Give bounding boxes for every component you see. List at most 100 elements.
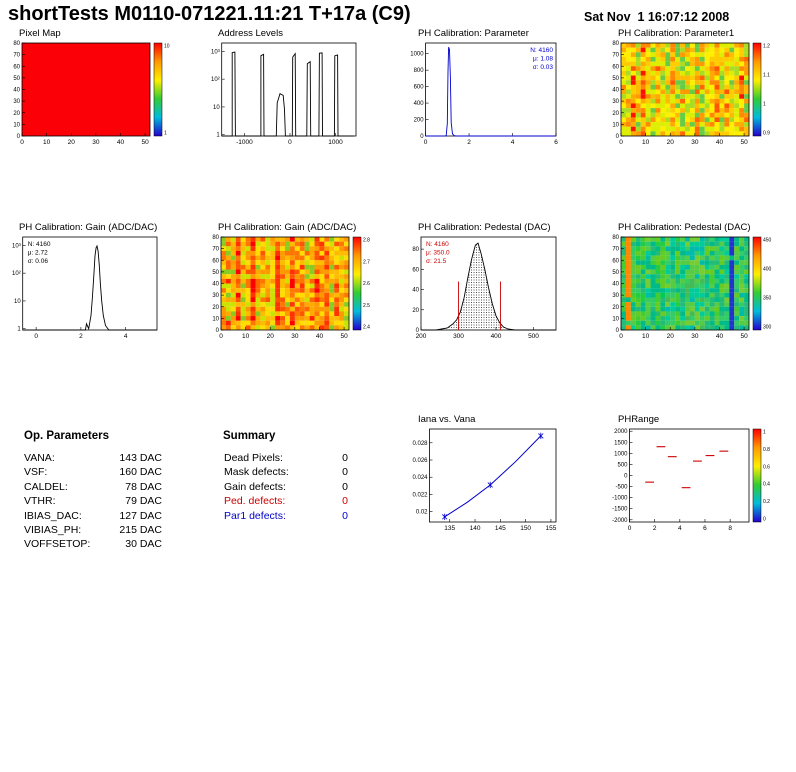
pad-op-parameters: Op. Parameters VANA: 143 DAC VSF: 160 DAC CA…: [4, 424, 200, 552]
pixel-map-chart: 0 10 20 30 40 50 0 10 20 30 40 50 60 70 80 10 1: [13, 41, 170, 146]
pad-gain-hist: PH Calibration: Gain (ADC/DAC) 0 2 4 1 10 10²…: [4, 222, 200, 340]
svg-text:2: 2: [79, 333, 83, 340]
svg-text:40: 40: [316, 333, 324, 340]
svg-text:20: 20: [68, 139, 76, 146]
param-value: 160 DAC: [119, 466, 162, 479]
svg-text:200: 200: [416, 333, 427, 340]
svg-text:-1500: -1500: [612, 507, 628, 513]
svg-text:10: 10: [242, 333, 250, 340]
svg-text:2: 2: [467, 139, 471, 146]
param-value: 215 DAC: [119, 524, 162, 537]
svg-text:140: 140: [470, 525, 481, 532]
pedestal-hist-chart: 200 300 400 500 0 20 40 60 80 N: 4160 μ: 350.0σ: 2…: [412, 236, 557, 340]
svg-text:500: 500: [528, 333, 539, 340]
param-label: Gain defects:: [224, 480, 286, 493]
svg-text:6: 6: [703, 525, 707, 532]
svg-text:-500: -500: [615, 485, 628, 491]
svg-text:60: 60: [612, 258, 619, 264]
svg-text:30: 30: [691, 139, 699, 146]
svg-text:135: 135: [444, 525, 455, 532]
svg-text:N: 4160: N: 4160: [426, 241, 449, 248]
svg-text:50: 50: [141, 139, 149, 146]
svg-text:20: 20: [612, 305, 619, 311]
svg-text:0: 0: [34, 333, 38, 340]
pad-ph-parameter1-map: PH Calibration: Parameter1 0 10 20 30 40 50 0 1…: [603, 28, 796, 146]
svg-text:30: 30: [92, 139, 100, 146]
svg-text:400: 400: [763, 267, 772, 273]
svg-text:2.7: 2.7: [363, 259, 370, 265]
param-value: 0: [342, 509, 348, 522]
address-levels-chart: -1000 0 1000 1 10 10² 10³: [211, 42, 357, 146]
svg-text:300: 300: [763, 325, 772, 331]
svg-text:0: 0: [616, 328, 620, 334]
svg-text:20: 20: [212, 305, 219, 311]
svg-text:-1000: -1000: [612, 496, 628, 502]
svg-text:0: 0: [624, 474, 628, 480]
param-label: Par1 defects:: [224, 509, 286, 522]
svg-text:1500: 1500: [614, 440, 628, 446]
svg-text:40: 40: [13, 88, 20, 94]
param-row: Dead Pixels: 0: [224, 451, 348, 465]
svg-text:10: 10: [212, 316, 219, 322]
svg-text:60: 60: [212, 258, 219, 264]
summary-title: Summary: [223, 430, 276, 442]
op-parameters-title: Op. Parameters: [24, 430, 110, 442]
param-row: VTHR: 79 DAC: [24, 494, 162, 508]
svg-text:800: 800: [414, 68, 425, 74]
svg-text:30: 30: [612, 293, 619, 299]
svg-text:20: 20: [13, 111, 20, 117]
svg-text:20: 20: [667, 333, 675, 340]
svg-text:30: 30: [291, 333, 299, 340]
svg-text:0: 0: [424, 139, 428, 146]
param-label: VSF:: [24, 466, 48, 479]
pad-gain-map: PH Calibration: Gain (ADC/DAC) 0 10 20 30 40…: [203, 222, 399, 340]
svg-text:6: 6: [554, 139, 558, 146]
chart-title: PH Calibration: Gain (ADC/DAC): [19, 222, 158, 233]
svg-text:0: 0: [416, 328, 420, 334]
param-label: IBIAS_DAC:: [24, 509, 82, 522]
chart-title: PH Calibration: Parameter1: [618, 28, 735, 39]
svg-text:70: 70: [13, 53, 20, 59]
svg-text:0: 0: [420, 134, 424, 140]
svg-text:40: 40: [612, 88, 619, 94]
svg-text:0.6: 0.6: [763, 464, 770, 470]
svg-text:2.4: 2.4: [363, 325, 370, 331]
svg-text:10: 10: [642, 139, 650, 146]
svg-text:10³: 10³: [12, 243, 21, 249]
svg-text:80: 80: [212, 235, 219, 241]
svg-text:2.6: 2.6: [363, 281, 370, 287]
svg-text:500: 500: [617, 462, 628, 468]
svg-text:2: 2: [653, 525, 657, 532]
svg-text:50: 50: [740, 333, 748, 340]
param-label: Mask defects:: [224, 466, 289, 479]
svg-text:145: 145: [495, 525, 506, 532]
pad-summary: Summary Dead Pixels: 0 Mask defects: 0 Gain …: [203, 424, 399, 523]
svg-text:2000: 2000: [614, 429, 628, 435]
svg-text:0: 0: [17, 134, 21, 140]
svg-text:400: 400: [414, 101, 425, 107]
phrange-chart: 0 2 4 6 8 2000 1500 1000 500 0 -500 -1000 -1500 -2000…: [612, 428, 770, 532]
svg-text:N: 4160: N: 4160: [530, 47, 553, 54]
svg-text:40: 40: [716, 333, 724, 340]
svg-text:155: 155: [546, 525, 557, 532]
svg-text:0: 0: [216, 328, 220, 334]
timestamp: Sat Nov 1 16:07:12 2008: [584, 10, 730, 24]
svg-text:0.026: 0.026: [412, 458, 428, 464]
param-value: 0: [342, 495, 348, 508]
svg-text:70: 70: [212, 247, 219, 253]
svg-text:μ: 2.72: μ: 2.72: [28, 250, 48, 257]
svg-text:10: 10: [164, 44, 170, 50]
svg-text:0: 0: [619, 333, 623, 340]
svg-text:4: 4: [511, 139, 515, 146]
svg-text:0.8: 0.8: [763, 447, 770, 453]
svg-text:4: 4: [678, 525, 682, 532]
svg-text:50: 50: [612, 76, 619, 82]
ph-parameter-chart: 0 2 4 6 0 200 400 600 800 1000 N: 4160 μ: 1.08σ: 0.…: [410, 42, 558, 146]
param-row: VSF: 160 DAC: [24, 465, 162, 479]
svg-text:0: 0: [20, 139, 24, 146]
svg-text:40: 40: [117, 139, 125, 146]
param-row: VIBIAS_PH: 215 DAC: [24, 523, 162, 537]
svg-text:50: 50: [740, 139, 748, 146]
param-value: 0: [342, 480, 348, 493]
gain-hist-chart: 0 2 4 1 10 10² 10³ N: 4160 μ: 2.72σ: 0.06: [12, 236, 158, 340]
